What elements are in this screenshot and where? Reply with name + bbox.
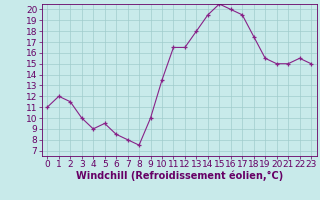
X-axis label: Windchill (Refroidissement éolien,°C): Windchill (Refroidissement éolien,°C) [76, 171, 283, 181]
